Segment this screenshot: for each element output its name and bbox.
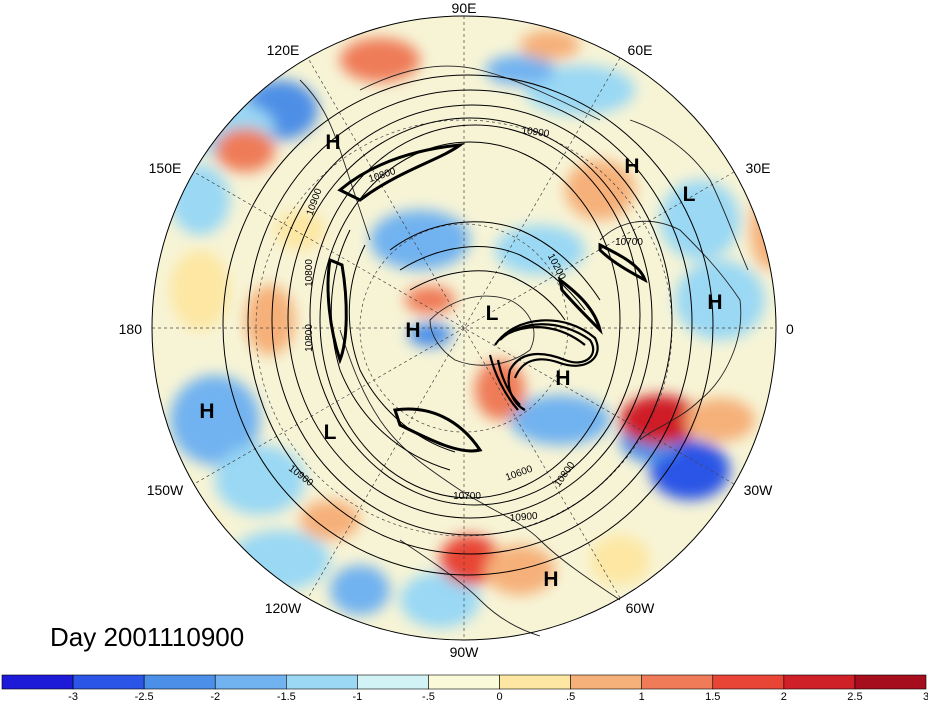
colorbar-tick-label: 1.5	[705, 691, 720, 702]
jet-contours	[326, 142, 648, 453]
colorbar-swatch	[854, 674, 927, 690]
pressure-centers: H H L H H L H H L H	[199, 131, 722, 591]
colorbar-tick-label: -1	[352, 691, 362, 702]
colorbar-tick-label: 2.5	[847, 691, 862, 702]
colorbar-swatch	[570, 674, 642, 690]
longitude-label: 30W	[744, 482, 774, 498]
high-pressure-label: H	[707, 291, 722, 314]
contour-label: 10900	[509, 511, 538, 524]
colorbar-tick-label: -1.5	[277, 691, 296, 702]
colorbar-tick-label: 3	[923, 691, 928, 702]
high-pressure-label: H	[543, 568, 558, 591]
colorbar-tick-label: 2	[781, 691, 787, 702]
colorbar-tick-label: 0	[496, 691, 502, 702]
colorbar-tick-label: 1	[639, 691, 645, 702]
high-pressure-label: H	[199, 400, 214, 423]
longitude-label: 90E	[452, 0, 477, 16]
longitude-label: 60W	[626, 600, 656, 616]
colorbar-swatch	[214, 674, 287, 690]
colorbar-swatch	[712, 674, 785, 690]
colorbar-swatch	[783, 674, 856, 690]
low-pressure-label: L	[683, 183, 696, 206]
colorbar-tick-label: -2	[210, 691, 220, 702]
day-title: Day 2001110900	[50, 622, 244, 652]
longitude-label: 90W	[450, 644, 480, 660]
low-pressure-label: L	[324, 421, 337, 444]
colorbar-tick-label: -2.5	[135, 691, 154, 702]
low-pressure-label: L	[486, 302, 499, 325]
longitude-label: 150W	[147, 482, 184, 498]
contour-label: 10800	[304, 324, 315, 352]
contour-label: 10800	[304, 259, 315, 287]
colorbar-swatch	[357, 674, 429, 690]
longitude-labels: 90E 60E 30E 0 30W 60W 90W 120W 150W 180 150E 120E	[119, 0, 794, 660]
colorbar-swatch	[499, 674, 571, 690]
height-contours	[222, 74, 714, 576]
high-pressure-label: H	[325, 131, 340, 154]
colorbar-swatch	[286, 674, 358, 690]
longitude-label: 150E	[149, 160, 182, 176]
longitude-label: 60E	[628, 42, 653, 58]
high-pressure-label: H	[405, 319, 420, 342]
contour-label: 10900	[521, 125, 551, 140]
colorbar-swatch	[72, 674, 145, 690]
contour-label: 10700	[453, 491, 481, 502]
colorbar-swatch	[143, 674, 216, 690]
high-pressure-label: H	[555, 367, 570, 390]
high-pressure-label: H	[624, 155, 639, 178]
colorbar-swatch	[428, 674, 500, 690]
longitude-label: 0	[786, 321, 794, 337]
map-boundary	[151, 15, 777, 641]
longitude-label: 30E	[746, 160, 771, 176]
colorbar: -3 -2.5 -2 -1.5 -1 -.5 0 .5 1 1.5 2 2.5 3	[1, 674, 928, 702]
longitude-label: 180	[119, 321, 143, 337]
colorbar-tick-label: -.5	[422, 691, 435, 702]
colorbar-tick-label: .5	[566, 691, 575, 702]
contour-label: 10700	[615, 237, 643, 248]
jet-core-contours	[488, 319, 599, 411]
colorbar-tick-label: -3	[68, 691, 78, 702]
longitude-label: 120E	[267, 42, 300, 58]
colorbar-swatch	[1, 674, 74, 690]
longitude-label: 120W	[265, 600, 302, 616]
colorbar-swatch	[641, 674, 714, 690]
